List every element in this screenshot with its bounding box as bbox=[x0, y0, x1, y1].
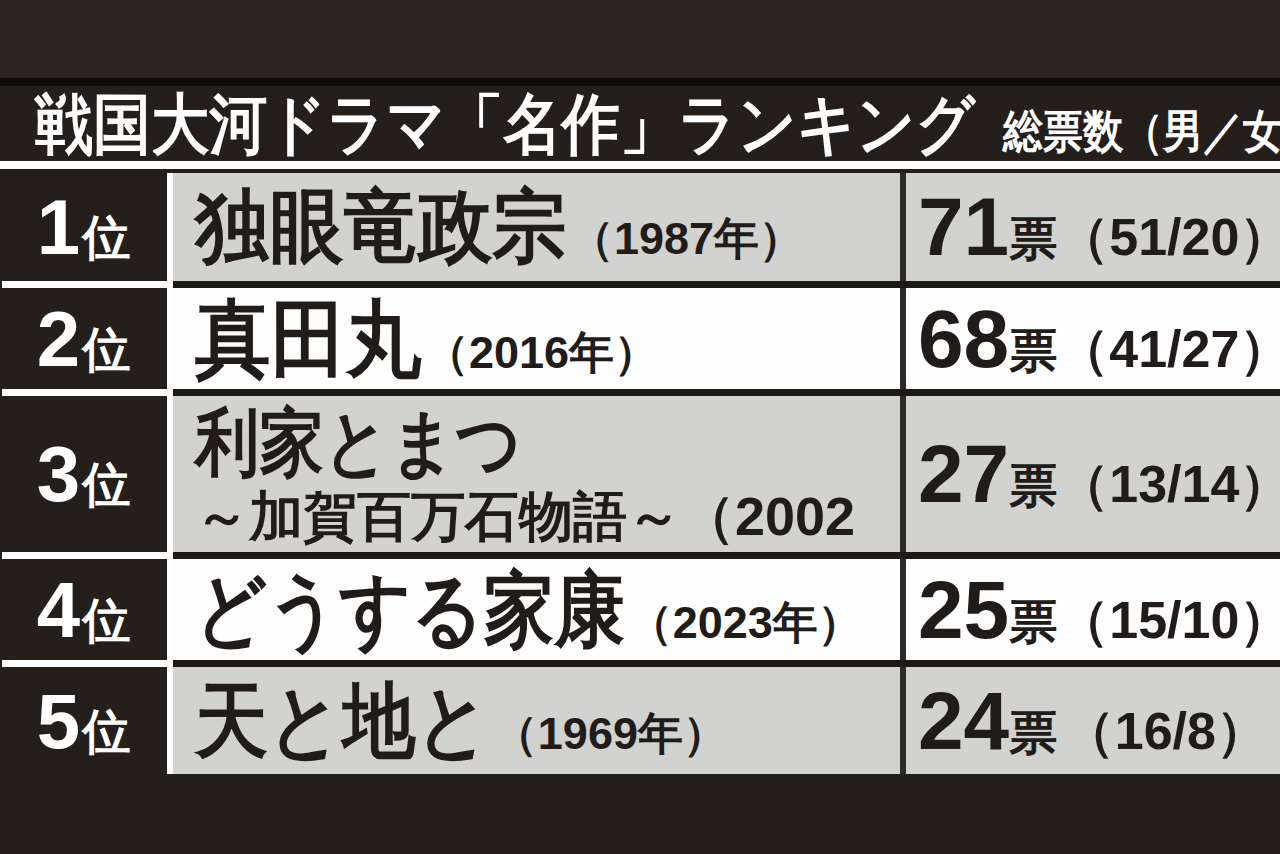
drama-title: どうする家康 bbox=[195, 569, 625, 651]
rank-cell: 3位 bbox=[0, 396, 167, 552]
table-row: 1位 独眼竜政宗（1987年） 71票（51/20） bbox=[0, 173, 1280, 281]
votes-cell: 24票（16/8） bbox=[906, 667, 1280, 774]
title-cell: どうする家康（2023年） bbox=[173, 559, 900, 660]
votes-number: 24 bbox=[918, 675, 1009, 766]
rank-suffix: 位 bbox=[82, 326, 130, 374]
rank-suffix: 位 bbox=[82, 214, 130, 262]
rank-number: 2 bbox=[37, 300, 80, 378]
votes-unit: 票 bbox=[1009, 212, 1057, 265]
votes-cell: 27票（13/14） bbox=[906, 396, 1280, 552]
rank-suffix: 位 bbox=[82, 597, 130, 645]
header-separator bbox=[0, 161, 1280, 169]
votes-breakdown: （51/20） bbox=[1057, 211, 1280, 263]
rank-suffix: 位 bbox=[82, 461, 130, 509]
table-row: 5位 天と地と（1969年） 24票（16/8） bbox=[0, 667, 1280, 774]
drama-title: 利家とまつ bbox=[195, 406, 521, 480]
page-title: 戦国大河ドラマ「名作」ランキング bbox=[35, 91, 975, 157]
votes-cell: 68票（41/27） bbox=[906, 288, 1280, 389]
rank-cell: 1位 bbox=[0, 173, 167, 281]
votes-number: 68 bbox=[918, 293, 1009, 384]
votes-breakdown: （13/14） bbox=[1057, 458, 1280, 510]
top-divider-line bbox=[0, 78, 1280, 86]
drama-year: （1987年） bbox=[569, 216, 804, 261]
votes-breakdown: （15/10） bbox=[1057, 594, 1280, 646]
votes-breakdown: （41/27） bbox=[1057, 323, 1280, 375]
drama-year: （2016年） bbox=[424, 330, 659, 375]
votes-cell: 71票（51/20） bbox=[906, 173, 1280, 281]
rank-number: 3 bbox=[37, 435, 80, 513]
votes-unit: 票 bbox=[1009, 595, 1057, 648]
drama-title: 独眼竜政宗 bbox=[195, 187, 567, 267]
votes-unit: 票 bbox=[1009, 459, 1057, 512]
drama-year: （1969年） bbox=[493, 711, 728, 756]
rank-number: 1 bbox=[37, 188, 80, 266]
table-row: 3位 利家とまつ ～加賀百万石物語～（2002 27票（13/14） bbox=[0, 396, 1280, 552]
title-cell: 利家とまつ ～加賀百万石物語～（2002 bbox=[173, 396, 900, 552]
votes-number: 27 bbox=[918, 428, 1009, 519]
drama-subtitle: ～加賀百万石物語～（2002 bbox=[195, 489, 855, 543]
vote-count-header: 総票数（男／女） bbox=[1003, 108, 1280, 154]
rank-number: 5 bbox=[37, 682, 80, 760]
title-cell: 天と地と（1969年） bbox=[173, 667, 900, 774]
rank-number: 4 bbox=[37, 571, 80, 649]
drama-title: 天と地と bbox=[195, 680, 490, 762]
votes-breakdown: （16/8） bbox=[1063, 705, 1268, 757]
rank-cell: 4位 bbox=[0, 559, 167, 660]
votes-unit: 票 bbox=[1009, 324, 1057, 377]
rank-cell: 5位 bbox=[0, 667, 167, 774]
votes-number: 71 bbox=[918, 181, 1009, 272]
title-cell: 真田丸（2016年） bbox=[173, 288, 900, 389]
drama-title: 真田丸 bbox=[195, 297, 422, 381]
title-cell: 独眼竜政宗（1987年） bbox=[173, 173, 900, 281]
rank-cell: 2位 bbox=[0, 288, 167, 389]
table-row: 4位 どうする家康（2023年） 25票（15/10） bbox=[0, 559, 1280, 660]
rank-suffix: 位 bbox=[82, 708, 130, 756]
votes-number: 25 bbox=[918, 564, 1009, 655]
drama-year: （2023年） bbox=[628, 600, 863, 645]
top-dark-band bbox=[0, 0, 1280, 78]
votes-cell: 25票（15/10） bbox=[906, 559, 1280, 660]
table-header: 戦国大河ドラマ「名作」ランキング総票数（男／女） bbox=[35, 86, 1280, 161]
table-row: 2位 真田丸（2016年） 68票（41/27） bbox=[0, 288, 1280, 389]
votes-unit: 票 bbox=[1009, 706, 1057, 759]
